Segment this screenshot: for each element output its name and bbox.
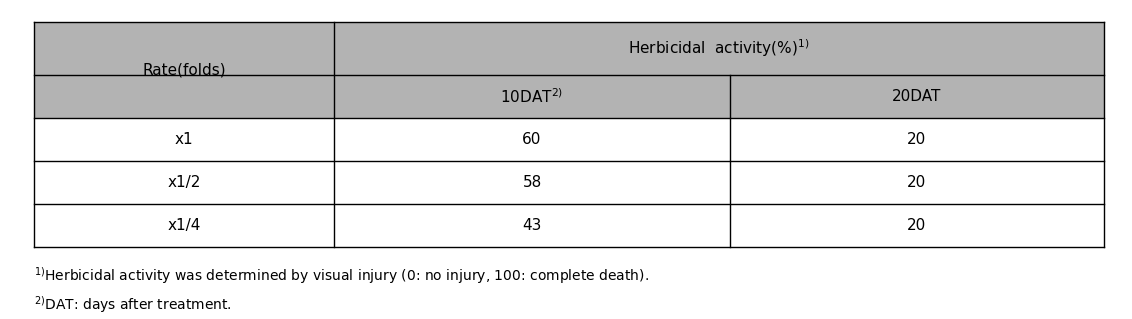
Text: 60: 60 (522, 132, 542, 147)
Text: Rate(folds): Rate(folds) (143, 63, 225, 78)
Bar (730, 204, 1104, 247)
Bar (334, 118, 730, 161)
Text: 10DAT$^{2)}$: 10DAT$^{2)}$ (500, 87, 564, 106)
Text: $^{1)}$Herbicidal activity was determined by visual injury (0: no injury, 100: c: $^{1)}$Herbicidal activity was determine… (34, 265, 649, 286)
Text: 58: 58 (522, 175, 542, 190)
Text: x1/4: x1/4 (168, 218, 200, 233)
Text: 20: 20 (907, 218, 927, 233)
Bar (34, 118, 334, 161)
Text: x1: x1 (174, 132, 194, 147)
Bar (334, 161, 730, 204)
Bar (730, 118, 1104, 161)
Text: 20DAT: 20DAT (892, 89, 942, 104)
Text: 20: 20 (907, 132, 927, 147)
Text: x1/2: x1/2 (168, 175, 200, 190)
Bar (334, 22, 1104, 75)
Bar (34, 204, 334, 247)
Bar (730, 161, 1104, 204)
Text: $^{2)}$DAT: days after treatment.: $^{2)}$DAT: days after treatment. (34, 294, 232, 315)
Bar (730, 75, 1104, 118)
Bar (334, 75, 730, 118)
Bar (34, 161, 334, 204)
Text: 43: 43 (522, 218, 542, 233)
Text: Herbicidal  activity(%)$^{1)}$: Herbicidal activity(%)$^{1)}$ (628, 38, 809, 60)
Bar (334, 204, 730, 247)
Text: 20: 20 (907, 175, 927, 190)
Bar (34, 22, 334, 118)
